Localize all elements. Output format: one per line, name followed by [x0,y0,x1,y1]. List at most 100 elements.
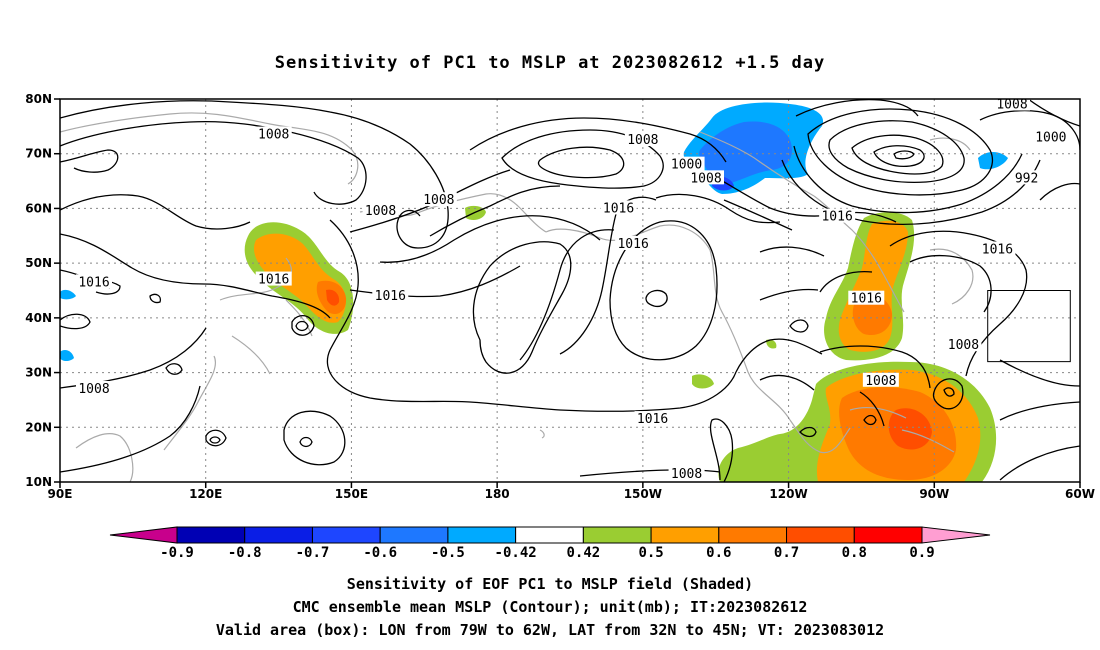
contour-label-layer: 1008 100810001008100810081016101610161016… [76,97,1100,482]
contour-label-bg [615,235,652,250]
shading-negative [60,289,76,300]
caption-line-3: Valid area (box): LON from 79W to 62W, L… [216,621,884,639]
contour-label: 1000 [671,158,702,173]
lat-tick-label: 50N [25,256,52,270]
colorbar-tick-label: 0.42 [567,545,601,561]
colorbar-swatch [786,526,855,544]
colorbar-swatch [176,526,246,544]
contour-label-bg [819,208,856,223]
lon-tick-label: 90E [48,487,73,501]
colorbar-low-end [109,526,178,544]
colorbar-tick-label: -0.9 [160,545,194,561]
colorbar-swatch [379,526,449,544]
contour-label: 1008 [865,374,896,389]
longitude-axis: 90E 120E 150E 180 150W 120W 90W 60W [48,482,1095,501]
contour-label: 1008 [258,128,289,143]
contour-label: 1000 [1035,130,1066,145]
contour-label-bg [76,274,112,289]
contour-label: 1008 [423,193,454,208]
colorbar-tick-label: -0.8 [228,545,262,561]
contour-label: 1016 [258,273,289,288]
colorbar-swatch [244,526,313,544]
contour-label-bg [255,271,292,286]
contour-label-bg [372,287,409,302]
lat-tick-label: 10N [25,475,52,489]
mslp-contours [60,99,1080,482]
contour-label: 1016 [851,292,882,307]
contour-label-bg [994,99,1030,111]
colorbar-tick-label: -0.6 [363,545,397,561]
colorbar-swatch [311,526,381,544]
contour-label: 1016 [617,237,648,252]
contour-label-bg [634,411,671,426]
colorbar-tick-label: 0.9 [909,545,934,561]
contour-label-bg [1076,211,1080,226]
colorbar-swatch [582,526,652,544]
contour-label: 1016 [982,242,1013,257]
shading-negative [60,350,74,361]
lat-tick-label: 20N [25,420,52,434]
contour-label-bg [1012,170,1041,185]
contour-label: 1016 [603,201,634,216]
lon-tick-label: 120E [189,487,222,501]
lat-tick-label: 40N [25,311,52,325]
valid-area-box [987,290,1071,363]
colorbar-swatch [718,526,788,544]
contour-label-bg [76,380,112,395]
contour-label: 1016 [375,289,406,304]
caption-line-1: Sensitivity of EOF PC1 to MSLP field (Sh… [347,575,753,593]
contour-label-bg [862,372,899,387]
contour-label: 1008 [690,171,721,186]
lat-tick-label: 60N [25,201,52,215]
colorbar-swatch [515,526,584,544]
contour-label: 1008 [365,204,396,219]
colorbar-tick-label: 0.6 [706,545,731,561]
shading-positive [692,374,714,389]
contour-label: 1008 [671,467,702,482]
caption-line-2: CMC ensemble mean MSLP (Contour); unit(m… [293,598,808,616]
contour-label-bg [624,132,661,147]
shading-positive [888,408,932,450]
colorbar: -0.9 -0.8 -0.7 -0.6 -0.5 -0.42 0.42 0.5 0.6 0.7 0.… [109,526,991,561]
shading-positive [326,289,340,306]
colorbar-tick-label: 0.8 [842,545,867,561]
contour-label: 992 [1015,171,1038,186]
contour-label-bg [362,203,399,218]
lon-tick-label: 180 [485,487,510,501]
contour-label: 1008 [1079,212,1100,227]
contour-label-bg [979,241,1016,256]
colorbar-tick-label: 0.5 [638,545,663,561]
shading-positive [766,339,777,349]
contour-label: 1016 [821,210,852,225]
lon-tick-label: 150W [624,487,662,501]
colorbar-tick-label: -0.7 [296,545,330,561]
colorbar-swatch [447,526,517,544]
lon-tick-label: 60W [1065,487,1095,501]
colorbar-tick-label: 0.7 [774,545,799,561]
contour-label: 1008 [948,338,979,353]
contour-label-bg [600,200,637,215]
contour-label-bg [945,337,982,352]
colorbar-tick-label: -0.42 [495,545,537,561]
lat-tick-label: 80N [25,92,52,106]
contour-label: 1008 [78,382,109,397]
map-frame [59,98,1081,483]
contour-label-bg [420,192,457,207]
contour-label: 1008 [996,97,1027,112]
lat-tick-label: 30N [25,366,52,380]
colorbar-swatch [853,526,923,544]
contour-label: 1016 [78,275,109,290]
contour-label-bg [255,126,292,141]
latitude-axis: 80N 70N 60N 50N 40N 30N 20N 10N [25,92,60,489]
map-title: Sensitivity of PC1 to MSLP at 2023082612… [275,53,826,73]
colorbar-high-end [921,526,991,544]
colorbar-tick-label: -0.5 [431,545,465,561]
contour-label: 1008 [627,133,658,148]
contour-label-bg [668,156,705,171]
contour-label: 1016 [637,412,668,427]
lon-tick-label: 150E [335,487,368,501]
contour-label-bg [668,465,705,480]
contour-label-bg [848,290,885,305]
lon-tick-label: 120W [769,487,807,501]
